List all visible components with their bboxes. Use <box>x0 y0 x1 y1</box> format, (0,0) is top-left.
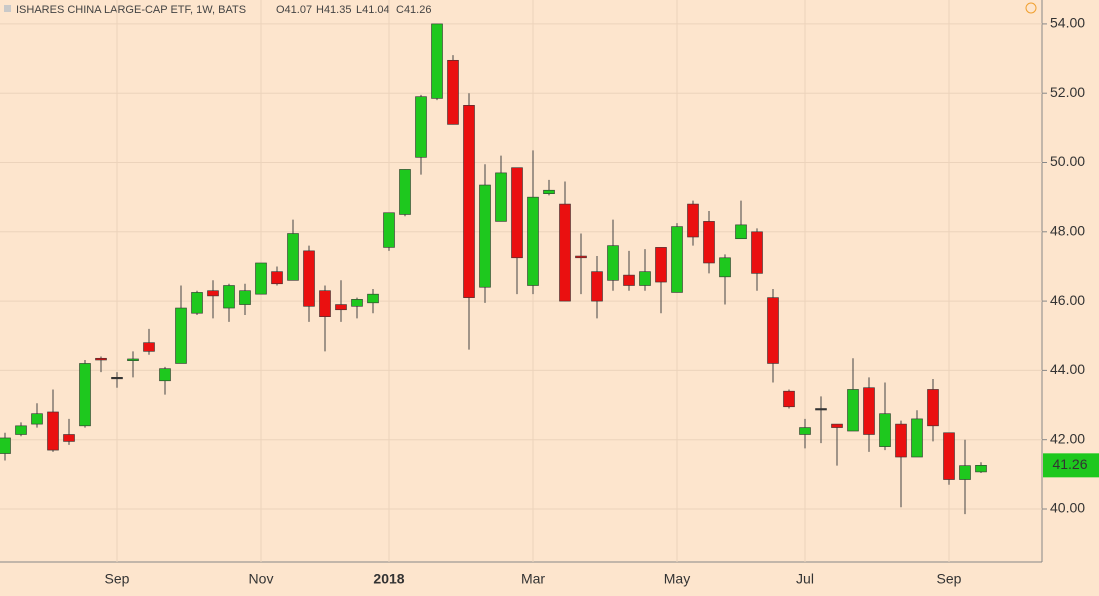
y-tick-label: 46.00 <box>1050 292 1085 308</box>
candle-body <box>415 96 427 158</box>
candle-body <box>879 413 891 447</box>
candle-body <box>335 304 347 311</box>
candle-body <box>367 293 379 304</box>
candle-body <box>511 167 523 259</box>
candle-body <box>575 255 587 259</box>
symbol-icon <box>4 5 11 12</box>
candle-body <box>207 290 219 297</box>
candle-body <box>15 425 27 435</box>
candle-body <box>559 203 571 302</box>
candle-body <box>639 271 651 286</box>
candle-body <box>495 172 507 222</box>
y-tick-label: 48.00 <box>1050 223 1085 239</box>
x-tick-label: Sep <box>937 571 962 587</box>
candle-body <box>527 196 539 286</box>
candle-body <box>111 377 123 380</box>
candle-body <box>847 389 859 432</box>
x-tick-label: 2018 <box>373 571 404 587</box>
candle-body <box>543 189 555 194</box>
y-tick-label: 50.00 <box>1050 153 1085 169</box>
candle-body <box>95 357 107 361</box>
price-tag-label: 41.26 <box>1052 456 1087 472</box>
ohlc-label: C41.26 <box>396 4 431 16</box>
candle-body <box>751 231 763 274</box>
candle-body <box>975 465 987 473</box>
candle-body <box>191 292 203 314</box>
ohlc-label: L41.04 <box>356 4 390 16</box>
candle-body <box>31 413 43 425</box>
candle-body <box>383 212 395 248</box>
y-tick-label: 52.00 <box>1050 84 1085 100</box>
candle-body <box>719 257 731 278</box>
candle-body <box>47 411 59 451</box>
candle-body <box>271 271 283 285</box>
candle-body <box>671 226 683 293</box>
candle-body <box>687 203 699 238</box>
x-tick-label: May <box>664 571 690 587</box>
candle-body <box>447 59 459 125</box>
candle-body <box>591 271 603 302</box>
candle-body <box>623 274 635 286</box>
candle-body <box>303 250 315 307</box>
x-tick-label: Jul <box>796 571 814 587</box>
y-tick-label: 40.00 <box>1050 500 1085 516</box>
candle-body <box>463 105 475 298</box>
candle-body <box>143 342 155 352</box>
chart-title: ISHARES CHINA LARGE-CAP ETF, 1W, BATS <box>16 4 246 16</box>
candle-body <box>431 23 443 99</box>
candle-body <box>815 408 827 411</box>
candle-body <box>895 423 907 458</box>
price-tag <box>1043 453 1099 478</box>
y-tick-label: 44.00 <box>1050 361 1085 377</box>
candle-body <box>943 432 955 480</box>
candle-body <box>79 363 91 427</box>
x-tick-label: Nov <box>249 571 274 587</box>
candle-body <box>319 290 331 317</box>
x-tick-label: Mar <box>521 571 545 587</box>
candle-body <box>911 418 923 458</box>
candle-body <box>287 233 299 281</box>
alert-icon[interactable] <box>1025 2 1037 14</box>
candle-body <box>255 262 267 295</box>
candle-body <box>703 221 715 264</box>
candle-body <box>783 390 795 408</box>
y-tick-label: 42.00 <box>1050 430 1085 446</box>
candle-body <box>927 389 939 427</box>
ohlc-label: O41.07 <box>276 4 312 16</box>
candle-body <box>223 285 235 309</box>
candle-body <box>127 358 139 361</box>
ohlc-label: H41.35 <box>316 4 351 16</box>
candle-body <box>655 247 667 283</box>
candle-body <box>399 169 411 215</box>
candle-body <box>831 423 843 428</box>
candle-body <box>735 224 747 240</box>
candle-body <box>607 245 619 281</box>
candle-body <box>239 290 251 305</box>
y-tick-label: 54.00 <box>1050 15 1085 31</box>
candle-body <box>351 299 363 307</box>
candle-body <box>175 307 187 364</box>
x-tick-label: Sep <box>105 571 130 587</box>
candle-body <box>159 368 171 382</box>
candle-body <box>767 297 779 364</box>
candle-body <box>479 184 491 288</box>
candle-body <box>863 387 875 435</box>
candle-body <box>63 434 75 442</box>
candle-body <box>959 465 971 480</box>
candle-body <box>0 437 11 454</box>
candle-body <box>799 427 811 435</box>
